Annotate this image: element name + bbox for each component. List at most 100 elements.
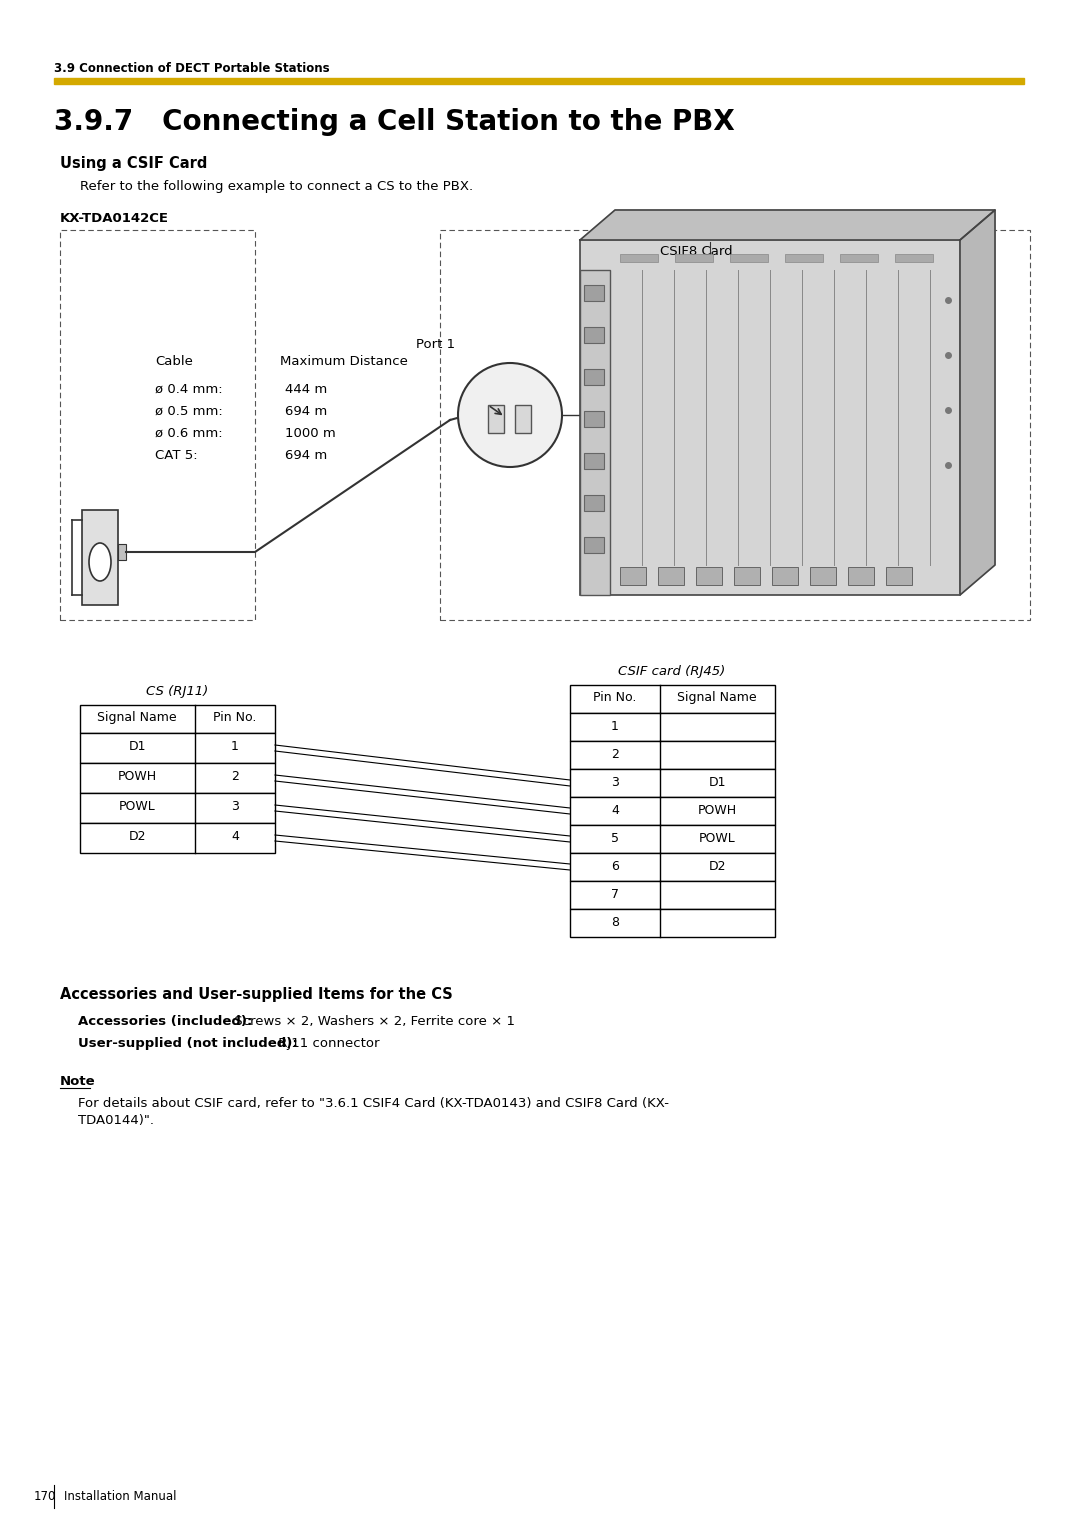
Text: D2: D2: [129, 830, 146, 843]
Bar: [118, 544, 126, 559]
Bar: [584, 536, 604, 553]
Text: CS (RJ11): CS (RJ11): [146, 685, 208, 698]
Text: D1: D1: [129, 740, 146, 753]
Polygon shape: [960, 209, 995, 594]
Text: ø 0.4 mm:: ø 0.4 mm:: [156, 384, 222, 396]
Text: ø 0.6 mm:: ø 0.6 mm:: [156, 426, 222, 440]
Text: 3: 3: [231, 801, 239, 813]
Bar: [82, 510, 118, 605]
Text: CAT 5:: CAT 5:: [156, 449, 198, 461]
Text: Port 1: Port 1: [416, 338, 455, 351]
Text: Accessories (included):: Accessories (included):: [78, 1015, 253, 1028]
Text: For details about CSIF card, refer to "3.6.1 CSIF4 Card (KX-TDA0143) and CSIF8 C: For details about CSIF card, refer to "3…: [78, 1097, 669, 1128]
Bar: [734, 567, 760, 585]
Text: POWH: POWH: [698, 804, 737, 817]
Bar: [772, 567, 798, 585]
Text: D1: D1: [708, 776, 726, 788]
Text: 3: 3: [611, 776, 619, 788]
Text: POWL: POWL: [119, 801, 156, 813]
Text: Refer to the following example to connect a CS to the PBX.: Refer to the following example to connec…: [80, 180, 473, 193]
Text: ø 0.5 mm:: ø 0.5 mm:: [156, 405, 222, 419]
Bar: [730, 254, 768, 261]
Bar: [584, 452, 604, 469]
Bar: [584, 411, 604, 426]
Bar: [895, 254, 933, 261]
Bar: [80, 704, 275, 733]
Text: 2: 2: [231, 770, 239, 782]
Text: KX-TDA0142CE: KX-TDA0142CE: [60, 212, 168, 225]
Text: Pin No.: Pin No.: [593, 691, 637, 704]
Text: D2: D2: [708, 860, 726, 872]
Text: 2: 2: [611, 749, 619, 761]
Text: Using a CSIF Card: Using a CSIF Card: [60, 156, 207, 171]
Bar: [570, 741, 775, 769]
Bar: [840, 254, 878, 261]
Bar: [584, 368, 604, 385]
Text: POWH: POWH: [118, 770, 157, 782]
Text: 1: 1: [611, 720, 619, 733]
Text: 3.9 Connection of DECT Portable Stations: 3.9 Connection of DECT Portable Stations: [54, 63, 329, 75]
Text: Signal Name: Signal Name: [677, 691, 757, 704]
Bar: [886, 567, 912, 585]
Text: 444 m: 444 m: [285, 384, 327, 396]
Text: Cable: Cable: [156, 354, 193, 368]
Circle shape: [458, 364, 562, 468]
Text: Screws × 2, Washers × 2, Ferrite core × 1: Screws × 2, Washers × 2, Ferrite core × …: [230, 1015, 515, 1028]
Text: Accessories and User-supplied Items for the CS: Accessories and User-supplied Items for …: [60, 987, 453, 1002]
Bar: [848, 567, 874, 585]
Bar: [810, 567, 836, 585]
Ellipse shape: [89, 542, 111, 581]
Text: CSIF card (RJ45): CSIF card (RJ45): [619, 665, 726, 678]
Bar: [620, 254, 658, 261]
Text: Note: Note: [60, 1076, 96, 1088]
Bar: [584, 495, 604, 510]
Text: Installation Manual: Installation Manual: [64, 1490, 176, 1504]
Bar: [80, 733, 275, 762]
Text: 8: 8: [611, 915, 619, 929]
Bar: [570, 853, 775, 882]
Text: RJ11 connector: RJ11 connector: [274, 1038, 379, 1050]
Bar: [80, 762, 275, 793]
Text: 5: 5: [611, 833, 619, 845]
Text: 7: 7: [611, 888, 619, 902]
Bar: [570, 798, 775, 825]
Text: 170: 170: [33, 1490, 56, 1504]
Bar: [785, 254, 823, 261]
Bar: [580, 270, 610, 594]
Text: Maximum Distance: Maximum Distance: [280, 354, 408, 368]
Bar: [80, 824, 275, 853]
Text: 1: 1: [231, 740, 239, 753]
Bar: [584, 327, 604, 342]
Text: 4: 4: [611, 804, 619, 817]
Bar: [580, 240, 960, 594]
Bar: [675, 254, 713, 261]
Bar: [620, 567, 646, 585]
Text: 1000 m: 1000 m: [285, 426, 336, 440]
Text: 6: 6: [611, 860, 619, 872]
Bar: [570, 685, 775, 714]
Bar: [658, 567, 684, 585]
Text: 694 m: 694 m: [285, 449, 327, 461]
Text: User-supplied (not included):: User-supplied (not included):: [78, 1038, 298, 1050]
Bar: [570, 882, 775, 909]
Text: 4: 4: [231, 830, 239, 843]
Bar: [570, 714, 775, 741]
Bar: [515, 405, 531, 432]
Text: POWL: POWL: [699, 833, 735, 845]
Text: 3.9.7   Connecting a Cell Station to the PBX: 3.9.7 Connecting a Cell Station to the P…: [54, 108, 734, 136]
Bar: [440, 231, 1030, 620]
Text: Pin No.: Pin No.: [214, 711, 257, 724]
Bar: [570, 909, 775, 937]
Text: CSIF8 Card: CSIF8 Card: [660, 244, 732, 258]
Bar: [570, 825, 775, 853]
Bar: [54, 78, 1024, 84]
Bar: [696, 567, 723, 585]
Bar: [570, 769, 775, 798]
Bar: [584, 286, 604, 301]
Bar: [60, 231, 255, 620]
Polygon shape: [580, 209, 995, 240]
Bar: [488, 405, 504, 432]
Text: Signal Name: Signal Name: [97, 711, 177, 724]
Bar: [80, 793, 275, 824]
Text: 694 m: 694 m: [285, 405, 327, 419]
